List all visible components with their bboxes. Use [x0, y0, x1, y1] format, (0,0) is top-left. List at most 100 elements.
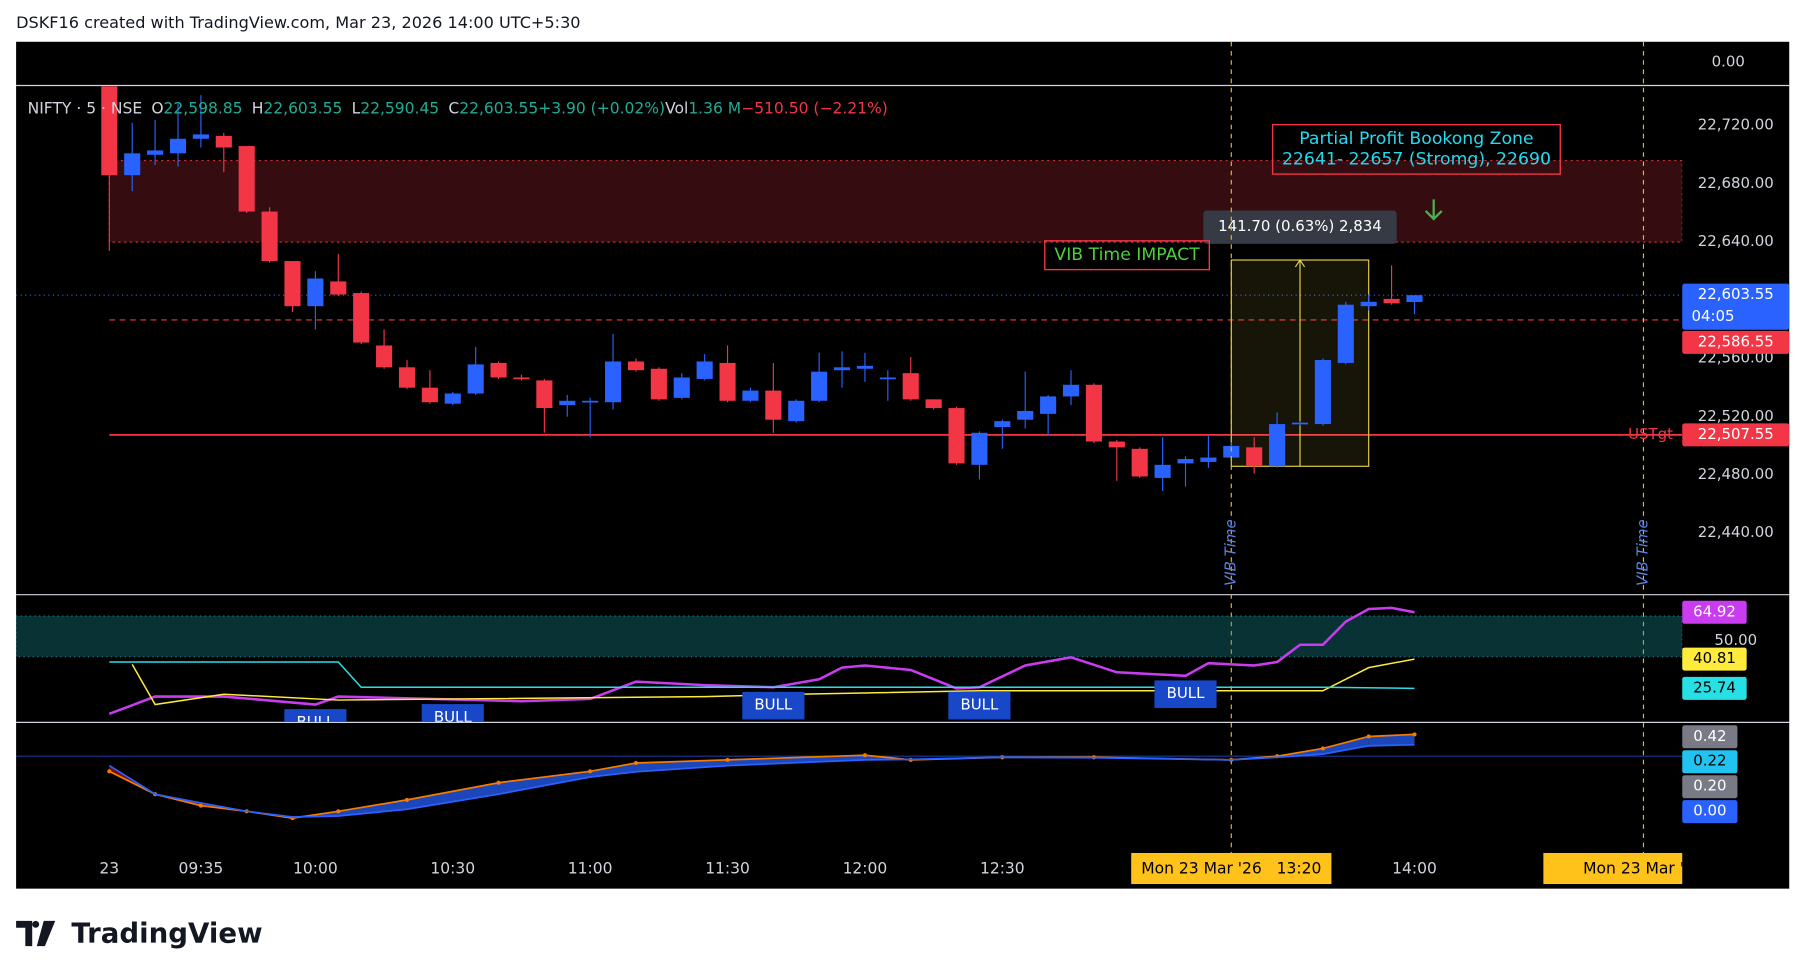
candle-body	[215, 135, 232, 148]
macd-dot	[496, 780, 501, 785]
candle-body	[1269, 424, 1286, 467]
oscillator-band	[16, 615, 1683, 658]
candle-body	[1246, 447, 1263, 467]
candle-body	[1314, 360, 1331, 425]
oscillator-label: 25.74	[1693, 678, 1736, 696]
candle-body	[719, 362, 736, 401]
x-tick-label: 11:00	[568, 860, 613, 878]
x-tick-label: 12:00	[843, 860, 888, 878]
legend-item: 22,590.45	[360, 99, 439, 117]
candle-body	[1131, 448, 1148, 477]
signal-bg	[948, 691, 1011, 720]
brand: TradingView	[71, 917, 262, 950]
zone	[108, 160, 1683, 243]
header: DSKF16 created with TradingView.com, Mar…	[16, 13, 580, 32]
price-label-bg	[1682, 330, 1790, 354]
macd-label-bg	[1682, 775, 1738, 799]
candle-body	[376, 345, 393, 368]
oscillator-label-bg	[1682, 600, 1747, 624]
last-price-bg	[1682, 283, 1790, 330]
candle-body	[650, 368, 667, 400]
candle-body	[559, 400, 576, 406]
legend-item: 22,598.85	[164, 99, 243, 117]
legend-item: −510.50 (−2.21%)	[741, 99, 888, 117]
macd-label-bg	[1682, 800, 1738, 824]
candle-body	[971, 432, 988, 465]
annotation-text: VIB Time IMPACT	[1054, 245, 1200, 265]
signal-label: BULL	[1167, 684, 1206, 702]
candle-body	[856, 365, 873, 369]
oscillator-label: 40.81	[1693, 649, 1736, 667]
down-arrow	[1424, 199, 1443, 221]
y-tick-label: 22,480.00	[1698, 465, 1774, 483]
candle-body	[1223, 445, 1240, 458]
measure-label-bg	[1203, 210, 1397, 244]
annotation-text: Partial Profit Bookong Zone	[1299, 129, 1533, 149]
legend-item: +3.90 (+0.02%)	[538, 99, 665, 117]
oscillator-level: 50.00	[1714, 631, 1757, 649]
annotation-box	[1044, 240, 1211, 271]
candle-body	[490, 362, 507, 378]
price-label: 22,507.55	[1698, 425, 1774, 443]
candle-body	[330, 281, 347, 295]
candle-body	[467, 364, 484, 394]
signal-bg	[421, 704, 484, 722]
legend-item: O	[151, 99, 163, 117]
macd-dot	[198, 803, 203, 808]
candle-body	[742, 390, 759, 401]
signal-label: BULL	[754, 696, 793, 714]
x-tick-label: 14:00	[1392, 860, 1437, 878]
candle-body	[673, 377, 690, 398]
candle-body	[788, 400, 805, 422]
x-tick-label: 09:35	[179, 860, 224, 878]
time-marker-text: VIB Time	[1633, 519, 1651, 586]
candle-body	[1291, 422, 1309, 425]
x-tick-label: 23	[99, 860, 119, 878]
x-tick-label: 11:30	[705, 860, 750, 878]
candle-body	[284, 261, 301, 307]
y-tick-label: 22,640.00	[1698, 232, 1774, 250]
y-tick-label: 22,520.00	[1698, 407, 1774, 425]
price-label-bg	[1682, 423, 1790, 447]
x-tick-label: 10:30	[430, 860, 475, 878]
legend-item: Vol	[665, 99, 688, 117]
macd-label: 0.42	[1693, 727, 1726, 745]
macd-fill	[1322, 736, 1369, 755]
candle-body	[353, 293, 370, 343]
candle-body	[811, 371, 828, 401]
candle-body	[192, 134, 209, 139]
candle-body	[421, 387, 438, 403]
candle-body	[1337, 304, 1354, 363]
candle-body	[169, 138, 187, 154]
macd-label-bg	[1682, 750, 1738, 774]
signal-label: BULL	[961, 696, 1000, 714]
macd-label: 0.00	[1693, 802, 1726, 820]
y-tick-label: 22,440.00	[1698, 523, 1774, 541]
measure-arrow-head	[1294, 258, 1306, 268]
candle-body	[101, 86, 118, 176]
candle-body	[261, 211, 278, 262]
candle-body	[1062, 384, 1080, 397]
last-price-label: 22,603.55	[1698, 285, 1774, 303]
candle-body	[765, 390, 782, 420]
candle-body	[536, 380, 553, 409]
macd-dot	[588, 769, 593, 774]
macd-dot	[1366, 734, 1371, 739]
legend-item: H	[252, 99, 264, 117]
macd-dot	[633, 760, 639, 766]
signal-bg	[742, 691, 805, 720]
signal-bg	[1154, 680, 1217, 709]
line-name: USTgt	[1628, 425, 1673, 443]
macd-label: 0.22	[1693, 752, 1726, 770]
candle-body	[1040, 396, 1057, 414]
candle-body	[1017, 410, 1034, 420]
candle-body	[948, 408, 965, 464]
candle-body	[444, 393, 461, 404]
candle-body	[513, 377, 530, 380]
macd-label: 0.20	[1693, 777, 1726, 795]
x-tick-label: 10:00	[293, 860, 338, 878]
countdown: 04:05	[1691, 307, 1734, 325]
time-marker-label: Mon 23 Mar '26	[1583, 860, 1704, 878]
legend-item: 1.36 M	[688, 99, 741, 117]
